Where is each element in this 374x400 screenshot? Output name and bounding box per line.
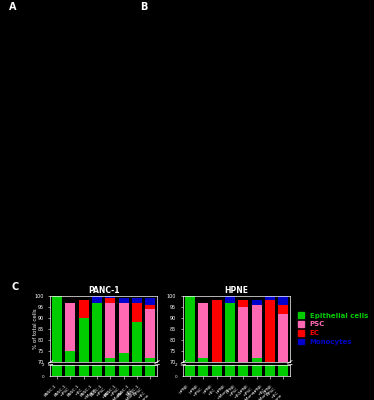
Title: PANC-1: PANC-1 [88, 286, 120, 295]
Bar [265, 300, 275, 362]
Bar [105, 365, 116, 376]
Bar [198, 365, 208, 376]
Bar [132, 298, 142, 302]
Bar [92, 302, 102, 400]
Bar [119, 353, 129, 400]
Bar [278, 305, 288, 314]
Bar [105, 296, 116, 298]
Bar [79, 300, 89, 318]
Legend: Epithelial cells, PSC, EC, Monocytes: Epithelial cells, PSC, EC, Monocytes [297, 312, 369, 346]
Bar [185, 365, 195, 376]
Bar [132, 302, 142, 322]
Bar [119, 365, 129, 376]
Bar [145, 298, 156, 305]
Bar [92, 365, 102, 376]
Bar [132, 365, 142, 376]
Bar [198, 302, 208, 358]
Bar [145, 358, 156, 400]
Bar [105, 302, 116, 358]
Bar [145, 309, 156, 358]
Bar [65, 351, 76, 400]
Bar [278, 362, 288, 400]
Text: A: A [9, 2, 17, 12]
Bar [132, 322, 142, 400]
Bar [65, 365, 76, 376]
Bar [238, 362, 248, 400]
Bar [212, 365, 221, 376]
Bar [225, 302, 235, 400]
Bar [79, 365, 89, 376]
Title: HPNE: HPNE [224, 286, 249, 295]
Bar [145, 305, 156, 309]
Bar [198, 358, 208, 400]
Bar [225, 365, 235, 376]
Bar [238, 300, 248, 307]
Bar [278, 314, 288, 362]
Bar [252, 305, 261, 358]
Bar [212, 300, 221, 362]
Bar [265, 365, 275, 376]
Bar [238, 307, 248, 362]
Bar [52, 365, 62, 376]
Bar [252, 300, 261, 305]
Bar [225, 296, 235, 302]
Bar [265, 362, 275, 400]
Bar [52, 296, 62, 400]
Bar [105, 298, 116, 302]
Text: C: C [11, 282, 18, 292]
Bar [238, 365, 248, 376]
Bar [278, 365, 288, 376]
Bar [252, 358, 261, 400]
Bar [145, 365, 156, 376]
Bar [265, 296, 275, 300]
Bar [65, 302, 76, 351]
Bar [185, 296, 195, 400]
Bar [79, 318, 89, 400]
Text: B: B [140, 2, 148, 12]
Bar [105, 358, 116, 400]
Bar [119, 302, 129, 353]
Bar [212, 362, 221, 400]
Bar [92, 296, 102, 302]
Bar [252, 365, 261, 376]
Bar [278, 296, 288, 305]
Text: % of total cells: % of total cells [33, 308, 38, 349]
Bar [119, 298, 129, 302]
